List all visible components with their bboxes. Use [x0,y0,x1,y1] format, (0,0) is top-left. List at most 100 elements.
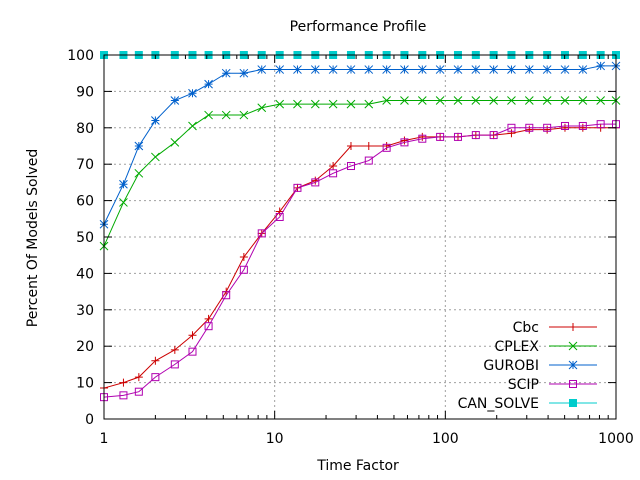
x-tick-label: 100 [432,431,459,447]
star-marker [151,116,160,125]
plus-marker [525,125,534,134]
open-square-marker [436,132,445,141]
cross-marker [400,96,409,105]
plus-marker [560,123,569,132]
legend-item: Cbc [513,320,597,336]
y-tick-label: 80 [76,121,94,137]
cross-marker [257,103,267,113]
star-marker [568,360,578,370]
y-tick-label: 60 [76,194,94,210]
open-square-marker [275,212,284,221]
plus-marker [543,125,552,134]
cross-marker [310,99,320,109]
open-square-marker [239,265,248,274]
open-square-marker [311,178,320,187]
star-marker [221,68,231,78]
plus-marker [134,373,143,382]
y-tick-label: 100 [67,48,94,64]
star-marker [400,65,409,74]
star-marker [435,65,445,74]
star-marker [188,88,197,98]
plus-marker [364,142,373,150]
cross-marker [170,138,180,147]
open-square-marker [329,169,338,178]
legend-label: GUROBI [483,358,539,374]
open-square-marker [507,123,516,132]
legend-item: GUROBI [483,358,597,374]
cross-marker [221,110,231,120]
open-square-marker [364,156,373,165]
cross-marker [471,96,481,105]
plus-marker [170,345,179,354]
plus-marker [119,378,128,387]
plus-marker [507,129,516,138]
open-square-marker [471,131,480,140]
cross-marker [489,96,498,105]
star-marker [119,179,128,189]
cross-marker [364,99,374,109]
star-marker [170,96,180,105]
legend-label: SCIP [508,377,539,393]
y-axis-label: Percent Of Models Solved [25,149,41,327]
star-marker [346,65,356,74]
star-marker [310,65,320,74]
open-square-marker [170,360,179,369]
series-cplex [99,96,621,251]
plus-marker [400,136,409,145]
cross-marker [453,96,463,105]
open-square-marker [525,123,534,132]
legend-label: CPLEX [495,339,540,355]
y-tick-label: 10 [76,376,94,392]
open-square-marker [346,162,355,171]
open-square-marker [119,391,128,400]
series-line [103,127,616,389]
cross-marker [239,110,249,120]
star-marker [489,65,498,74]
open-square-marker [134,387,143,396]
series-layer [99,51,621,402]
open-square-marker [596,120,605,129]
open-square-marker [204,322,213,331]
cross-marker [204,110,213,120]
plus-marker [275,207,284,216]
plus-marker [418,132,427,141]
open-square-marker [293,183,302,192]
legend: Cbc CPLEX GUROBI SCIP CAN_SOLVE [458,320,597,412]
plus-marker [346,142,355,150]
star-marker [275,65,285,74]
grid [104,55,616,419]
y-tick-label: 20 [76,339,94,355]
filled-square-marker [569,399,577,407]
y-tick-label: 70 [76,157,94,173]
cross-marker [188,121,197,131]
plus-marker [382,142,391,150]
cross-marker [134,168,144,178]
open-square-marker [453,132,462,141]
plus-marker [239,253,248,262]
y-tick-label: 40 [76,266,94,282]
cross-marker [524,96,534,105]
x-axis-label: Time Factor [316,458,399,474]
open-square-marker [543,123,552,132]
legend-item: CAN_SOLVE [458,396,597,412]
x-tick-label: 1000 [598,431,634,447]
star-marker [293,65,302,74]
series-scip [100,120,620,402]
star-marker [596,61,606,71]
cross-marker [507,96,516,105]
cross-marker [542,96,552,105]
y-tick-label: 50 [76,230,94,246]
cross-marker [275,99,285,109]
cross-marker [568,341,578,351]
cross-marker [346,99,356,109]
open-square-marker [418,134,427,143]
plus-marker [204,314,213,323]
plus-marker [578,123,587,132]
open-square-marker [222,291,231,300]
star-marker [578,65,588,74]
cross-marker [119,198,128,207]
star-marker [471,65,481,74]
open-square-marker [257,229,266,238]
